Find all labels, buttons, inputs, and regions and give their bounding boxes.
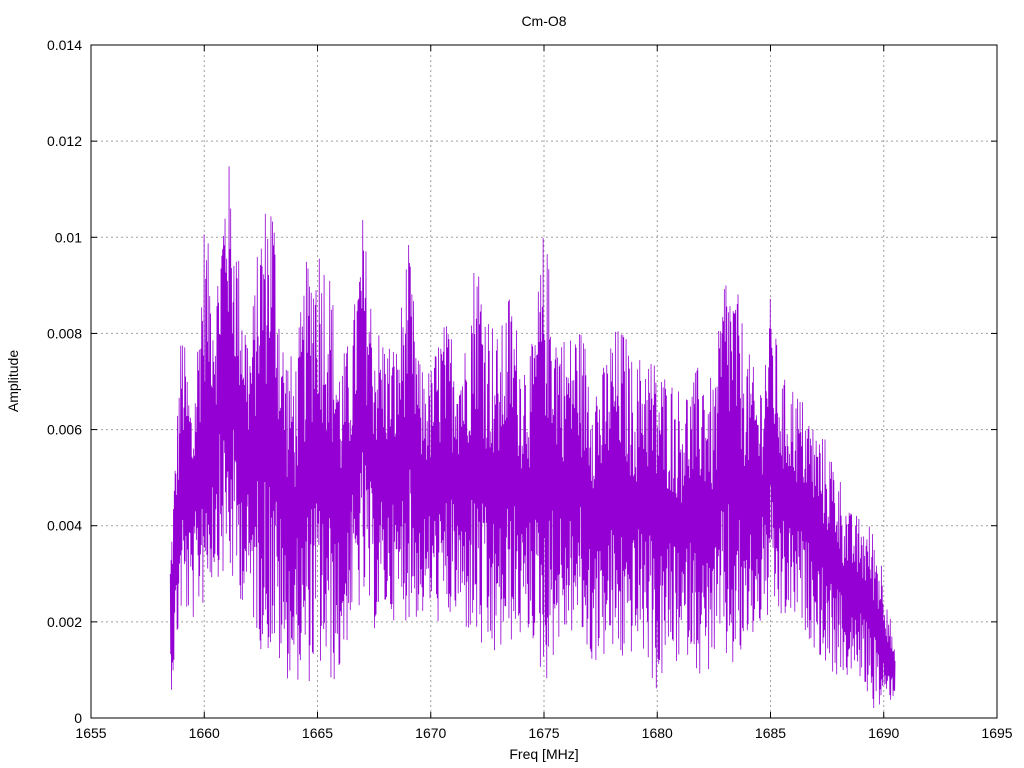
series-line: [169, 166, 896, 708]
x-tick-label: 1680: [642, 725, 673, 741]
x-tick-label: 1695: [981, 725, 1012, 741]
chart-title: Cm-O8: [521, 13, 566, 29]
x-tick-label: 1685: [755, 725, 786, 741]
plot-area: [169, 166, 896, 708]
x-axis-label: Freq [MHz]: [509, 746, 578, 762]
y-tick-label: 0.004: [47, 518, 82, 534]
y-tick-label: 0.012: [47, 133, 82, 149]
y-axis-label: Amplitude: [5, 350, 21, 412]
x-tick-label: 1665: [302, 725, 333, 741]
x-tick-label: 1655: [75, 725, 106, 741]
y-tick-label: 0.008: [47, 325, 82, 341]
y-tick-label: 0.006: [47, 422, 82, 438]
x-tick-label: 1690: [868, 725, 899, 741]
ticks: 1655 1660 1665 1670 1675 1680 1685 1690 1695 0 0.0…: [47, 37, 1013, 741]
y-tick-label: 0.014: [47, 37, 82, 53]
x-tick-label: 1670: [415, 725, 446, 741]
x-tick-label: 1660: [189, 725, 220, 741]
x-tick-label: 1675: [528, 725, 559, 741]
y-tick-label: 0.01: [55, 229, 82, 245]
y-tick-label: 0.002: [47, 614, 82, 630]
y-tick-label: 0: [74, 710, 82, 726]
